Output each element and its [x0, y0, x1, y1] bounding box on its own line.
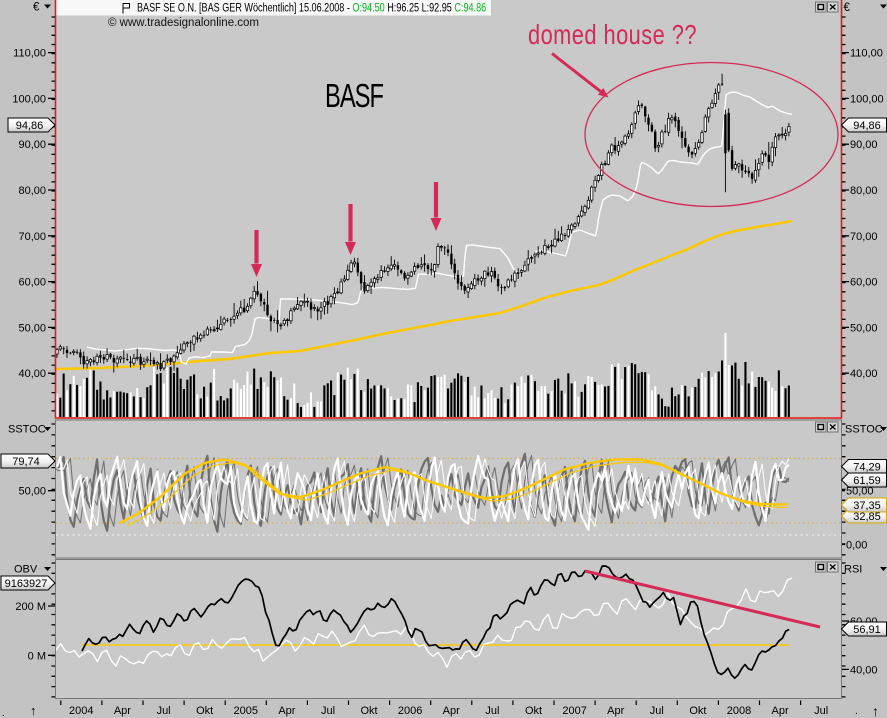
svg-text:50,00: 50,00: [850, 322, 878, 334]
svg-text:100,00: 100,00: [850, 93, 884, 105]
svg-text:9163927: 9163927: [5, 578, 48, 590]
svg-text:60,00: 60,00: [18, 277, 46, 289]
svg-text:61,59: 61,59: [853, 475, 881, 487]
svg-text:€: €: [844, 2, 851, 14]
svg-text:50,00: 50,00: [18, 322, 46, 334]
svg-text:200 M: 200 M: [15, 601, 46, 613]
svg-text:OBV: OBV: [14, 564, 38, 576]
svg-text:domed house ??: domed house ??: [528, 19, 697, 50]
svg-text:↑: ↑: [872, 703, 879, 718]
svg-text:100,00: 100,00: [12, 93, 46, 105]
svg-text:RSI: RSI: [844, 564, 862, 576]
svg-text:40,00: 40,00: [18, 368, 46, 380]
svg-text:Jul: Jul: [321, 705, 335, 717]
svg-text:BASF: BASF: [325, 78, 384, 115]
svg-text:37,35: 37,35: [853, 500, 881, 512]
svg-text:56,91: 56,91: [853, 624, 881, 636]
svg-text:79,74: 79,74: [12, 456, 40, 468]
svg-text:0,00: 0,00: [846, 540, 867, 552]
svg-text:2008: 2008: [727, 705, 751, 717]
svg-text:70,00: 70,00: [850, 231, 878, 243]
svg-text:Apr: Apr: [607, 705, 624, 717]
svg-text:94,86: 94,86: [16, 120, 44, 132]
svg-text:50,00: 50,00: [846, 486, 874, 498]
svg-text:Okt: Okt: [689, 705, 706, 717]
svg-text:SSTOC: SSTOC: [8, 424, 46, 436]
svg-text:0 M: 0 M: [28, 650, 46, 662]
svg-text:© www.tradesignalonline.com: © www.tradesignalonline.com: [108, 17, 259, 29]
svg-text:Jul: Jul: [157, 705, 171, 717]
svg-text:SSTOC: SSTOC: [845, 424, 883, 436]
svg-text:Jul: Jul: [485, 705, 499, 717]
svg-text:2005: 2005: [234, 705, 258, 717]
svg-text:60,00: 60,00: [850, 277, 878, 289]
svg-text:Apr: Apr: [278, 705, 295, 717]
svg-text:Okt: Okt: [360, 705, 377, 717]
svg-text:Apr: Apr: [443, 705, 460, 717]
svg-text:90,00: 90,00: [850, 139, 878, 151]
svg-text:Jul: Jul: [814, 705, 828, 717]
svg-text:74,29: 74,29: [853, 462, 881, 474]
svg-text:Apr: Apr: [772, 705, 789, 717]
svg-text:2007: 2007: [562, 705, 586, 717]
svg-text:€: €: [33, 2, 40, 14]
svg-text:.: .: [855, 706, 858, 717]
svg-text:↑: ↑: [30, 703, 37, 718]
svg-text:Okt: Okt: [196, 705, 213, 717]
svg-text:.: .: [2, 708, 5, 718]
svg-text:2006: 2006: [398, 705, 422, 717]
svg-text:70,00: 70,00: [18, 231, 46, 243]
svg-text:BASF SE O.N. [BAS GER Wöchent: BASF SE O.N. [BAS GER Wöchentlich] 15.06…: [137, 1, 486, 15]
svg-text:40,00: 40,00: [850, 664, 878, 676]
svg-text:90,00: 90,00: [18, 139, 46, 151]
svg-text:32,85: 32,85: [853, 511, 881, 523]
svg-text:110,00: 110,00: [850, 48, 883, 60]
svg-text:50,00: 50,00: [18, 486, 46, 498]
svg-text:80,00: 80,00: [850, 185, 878, 197]
svg-text:Jul: Jul: [650, 705, 664, 717]
svg-text:80,00: 80,00: [18, 185, 46, 197]
svg-text:Apr: Apr: [114, 705, 131, 717]
svg-text:40,00: 40,00: [850, 368, 878, 380]
svg-text:2004: 2004: [69, 705, 93, 717]
svg-text:Okt: Okt: [525, 705, 542, 717]
svg-text:94,86: 94,86: [853, 120, 881, 132]
svg-text:110,00: 110,00: [13, 48, 46, 60]
